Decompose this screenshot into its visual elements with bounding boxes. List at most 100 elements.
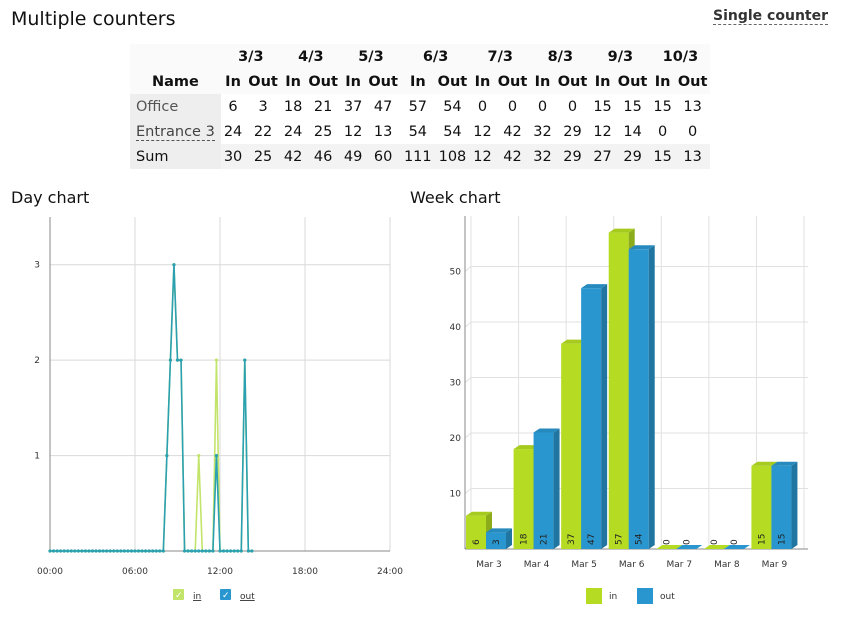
in-value-cell: 0 bbox=[657, 123, 668, 140]
checkmark-icon: ✓ bbox=[175, 591, 183, 601]
out-header: Out bbox=[614, 69, 651, 94]
in-header: In bbox=[650, 69, 675, 94]
bar-in bbox=[561, 343, 582, 549]
week-chart: 10 20 30 40 50 6 3 Mar 3 18 21 Mar 4 37 47 Mar 5 57 54 M… bbox=[450, 216, 808, 604]
day-chart-heading: Day chart bbox=[11, 188, 90, 207]
out-value-cell: 54 bbox=[443, 123, 462, 140]
bar-top-in bbox=[751, 461, 778, 466]
grid-line-skew bbox=[464, 488, 472, 494]
data-point-out bbox=[165, 453, 169, 458]
name-header: Name bbox=[130, 69, 221, 94]
week-chart-heading: Week chart bbox=[410, 188, 501, 207]
data-point-out bbox=[221, 549, 226, 553]
out-value-cell: 108 bbox=[438, 148, 467, 165]
data-point-out bbox=[126, 549, 130, 553]
bar-in bbox=[608, 232, 629, 549]
bar-in bbox=[466, 515, 486, 549]
in-out-header-row: Name In Out In Out In Out In Out In Out In Out… bbox=[130, 69, 711, 94]
row-name: Office bbox=[136, 98, 179, 115]
data-label-out: 21 bbox=[540, 534, 550, 545]
in-value-cell: 24 bbox=[223, 123, 243, 140]
out-header: Out bbox=[494, 69, 531, 94]
in-value-cell: 12 bbox=[473, 148, 492, 165]
data-point-out bbox=[186, 549, 190, 553]
series-line-in bbox=[50, 264, 252, 552]
out-header: Out bbox=[434, 69, 471, 94]
data-label-in: 57 bbox=[615, 534, 625, 545]
in-header: In bbox=[220, 69, 246, 94]
data-point-out bbox=[59, 549, 63, 553]
out-value-cell: 42 bbox=[503, 148, 522, 165]
bar-out bbox=[486, 532, 506, 549]
y-tick-label: 50 bbox=[450, 268, 462, 278]
in-value-cell: 42 bbox=[283, 148, 303, 165]
in-value-cell: 0 bbox=[537, 98, 548, 115]
data-label-in: 18 bbox=[520, 533, 530, 545]
data-point-out bbox=[97, 549, 102, 553]
date-header: 3/3 bbox=[220, 44, 281, 69]
bar-side-out bbox=[553, 428, 560, 549]
row-name[interactable]: Entrance 3 bbox=[136, 123, 215, 141]
in-value-cell: 32 bbox=[533, 123, 552, 140]
day-chart: 1 2 3 00:00 06:00 12:00 18:00 24:00 ✓ in ✓ out bbox=[34, 217, 403, 602]
bar-top-in bbox=[466, 511, 492, 516]
data-label-in: 37 bbox=[567, 534, 577, 545]
series-line-out bbox=[50, 264, 252, 552]
data-point-out bbox=[246, 549, 250, 553]
data-point-out bbox=[182, 549, 187, 553]
grid-line-skew bbox=[464, 321, 472, 328]
out-header: Out bbox=[245, 69, 281, 94]
legend-swatch-in bbox=[586, 588, 602, 604]
data-point-out bbox=[151, 549, 155, 553]
out-value-cell: 22 bbox=[253, 123, 273, 140]
bar-top-in bbox=[513, 445, 540, 450]
out-value-cell: 25 bbox=[313, 123, 333, 140]
in-value-cell: 57 bbox=[408, 98, 428, 115]
bar-in bbox=[703, 545, 730, 549]
data-point-out bbox=[129, 549, 134, 553]
date-header: 7/3 bbox=[470, 44, 531, 69]
out-value-cell: 0 bbox=[688, 123, 698, 140]
x-tick-label: Mar 4 bbox=[524, 560, 550, 570]
out-value-cell: 47 bbox=[373, 98, 393, 115]
bar-top-out bbox=[581, 284, 608, 289]
x-tick-label: Mar 9 bbox=[762, 560, 788, 570]
row-name-cell[interactable]: Entrance 3 bbox=[130, 119, 221, 144]
y-tick-label: 2 bbox=[34, 356, 40, 366]
bar-top-out bbox=[628, 245, 655, 250]
out-value-cell: 60 bbox=[373, 148, 393, 165]
x-tick-label: 12:00 bbox=[207, 567, 233, 577]
data-point-out bbox=[190, 549, 194, 553]
data-point-out bbox=[48, 549, 52, 553]
date-header: 9/3 bbox=[590, 44, 651, 69]
row-name-cell: Sum bbox=[130, 144, 221, 169]
data-point-out bbox=[136, 549, 141, 553]
data-point-out bbox=[250, 549, 254, 553]
data-point-out bbox=[218, 549, 222, 553]
legend-checkbox-in bbox=[173, 589, 184, 600]
data-label-in: 15 bbox=[757, 534, 767, 545]
out-value-cell: 13 bbox=[683, 98, 702, 115]
in-value-cell: 37 bbox=[343, 98, 363, 115]
in-header: In bbox=[530, 69, 555, 94]
data-point-out bbox=[243, 358, 247, 362]
in-value-cell: 18 bbox=[283, 98, 303, 115]
data-point-out bbox=[119, 549, 123, 553]
date-header: 6/3 bbox=[400, 44, 471, 69]
data-point-out bbox=[76, 549, 80, 553]
out-value-cell: 25 bbox=[253, 148, 273, 165]
data-point-out bbox=[232, 549, 236, 553]
out-value-cell: 54 bbox=[443, 98, 462, 115]
in-header: In bbox=[280, 69, 306, 94]
data-point-out bbox=[73, 549, 77, 553]
data-point-out bbox=[204, 549, 208, 553]
in-header: In bbox=[340, 69, 366, 94]
in-value-cell: 30 bbox=[223, 148, 243, 165]
single-counter-link[interactable]: Single counter bbox=[713, 8, 828, 25]
out-header: Out bbox=[674, 69, 711, 94]
y-tick-label: 30 bbox=[450, 379, 462, 389]
out-value-cell: 46 bbox=[313, 148, 333, 165]
in-header: In bbox=[470, 69, 495, 94]
bar-side-out bbox=[791, 461, 798, 549]
bar-top-out bbox=[486, 528, 512, 533]
